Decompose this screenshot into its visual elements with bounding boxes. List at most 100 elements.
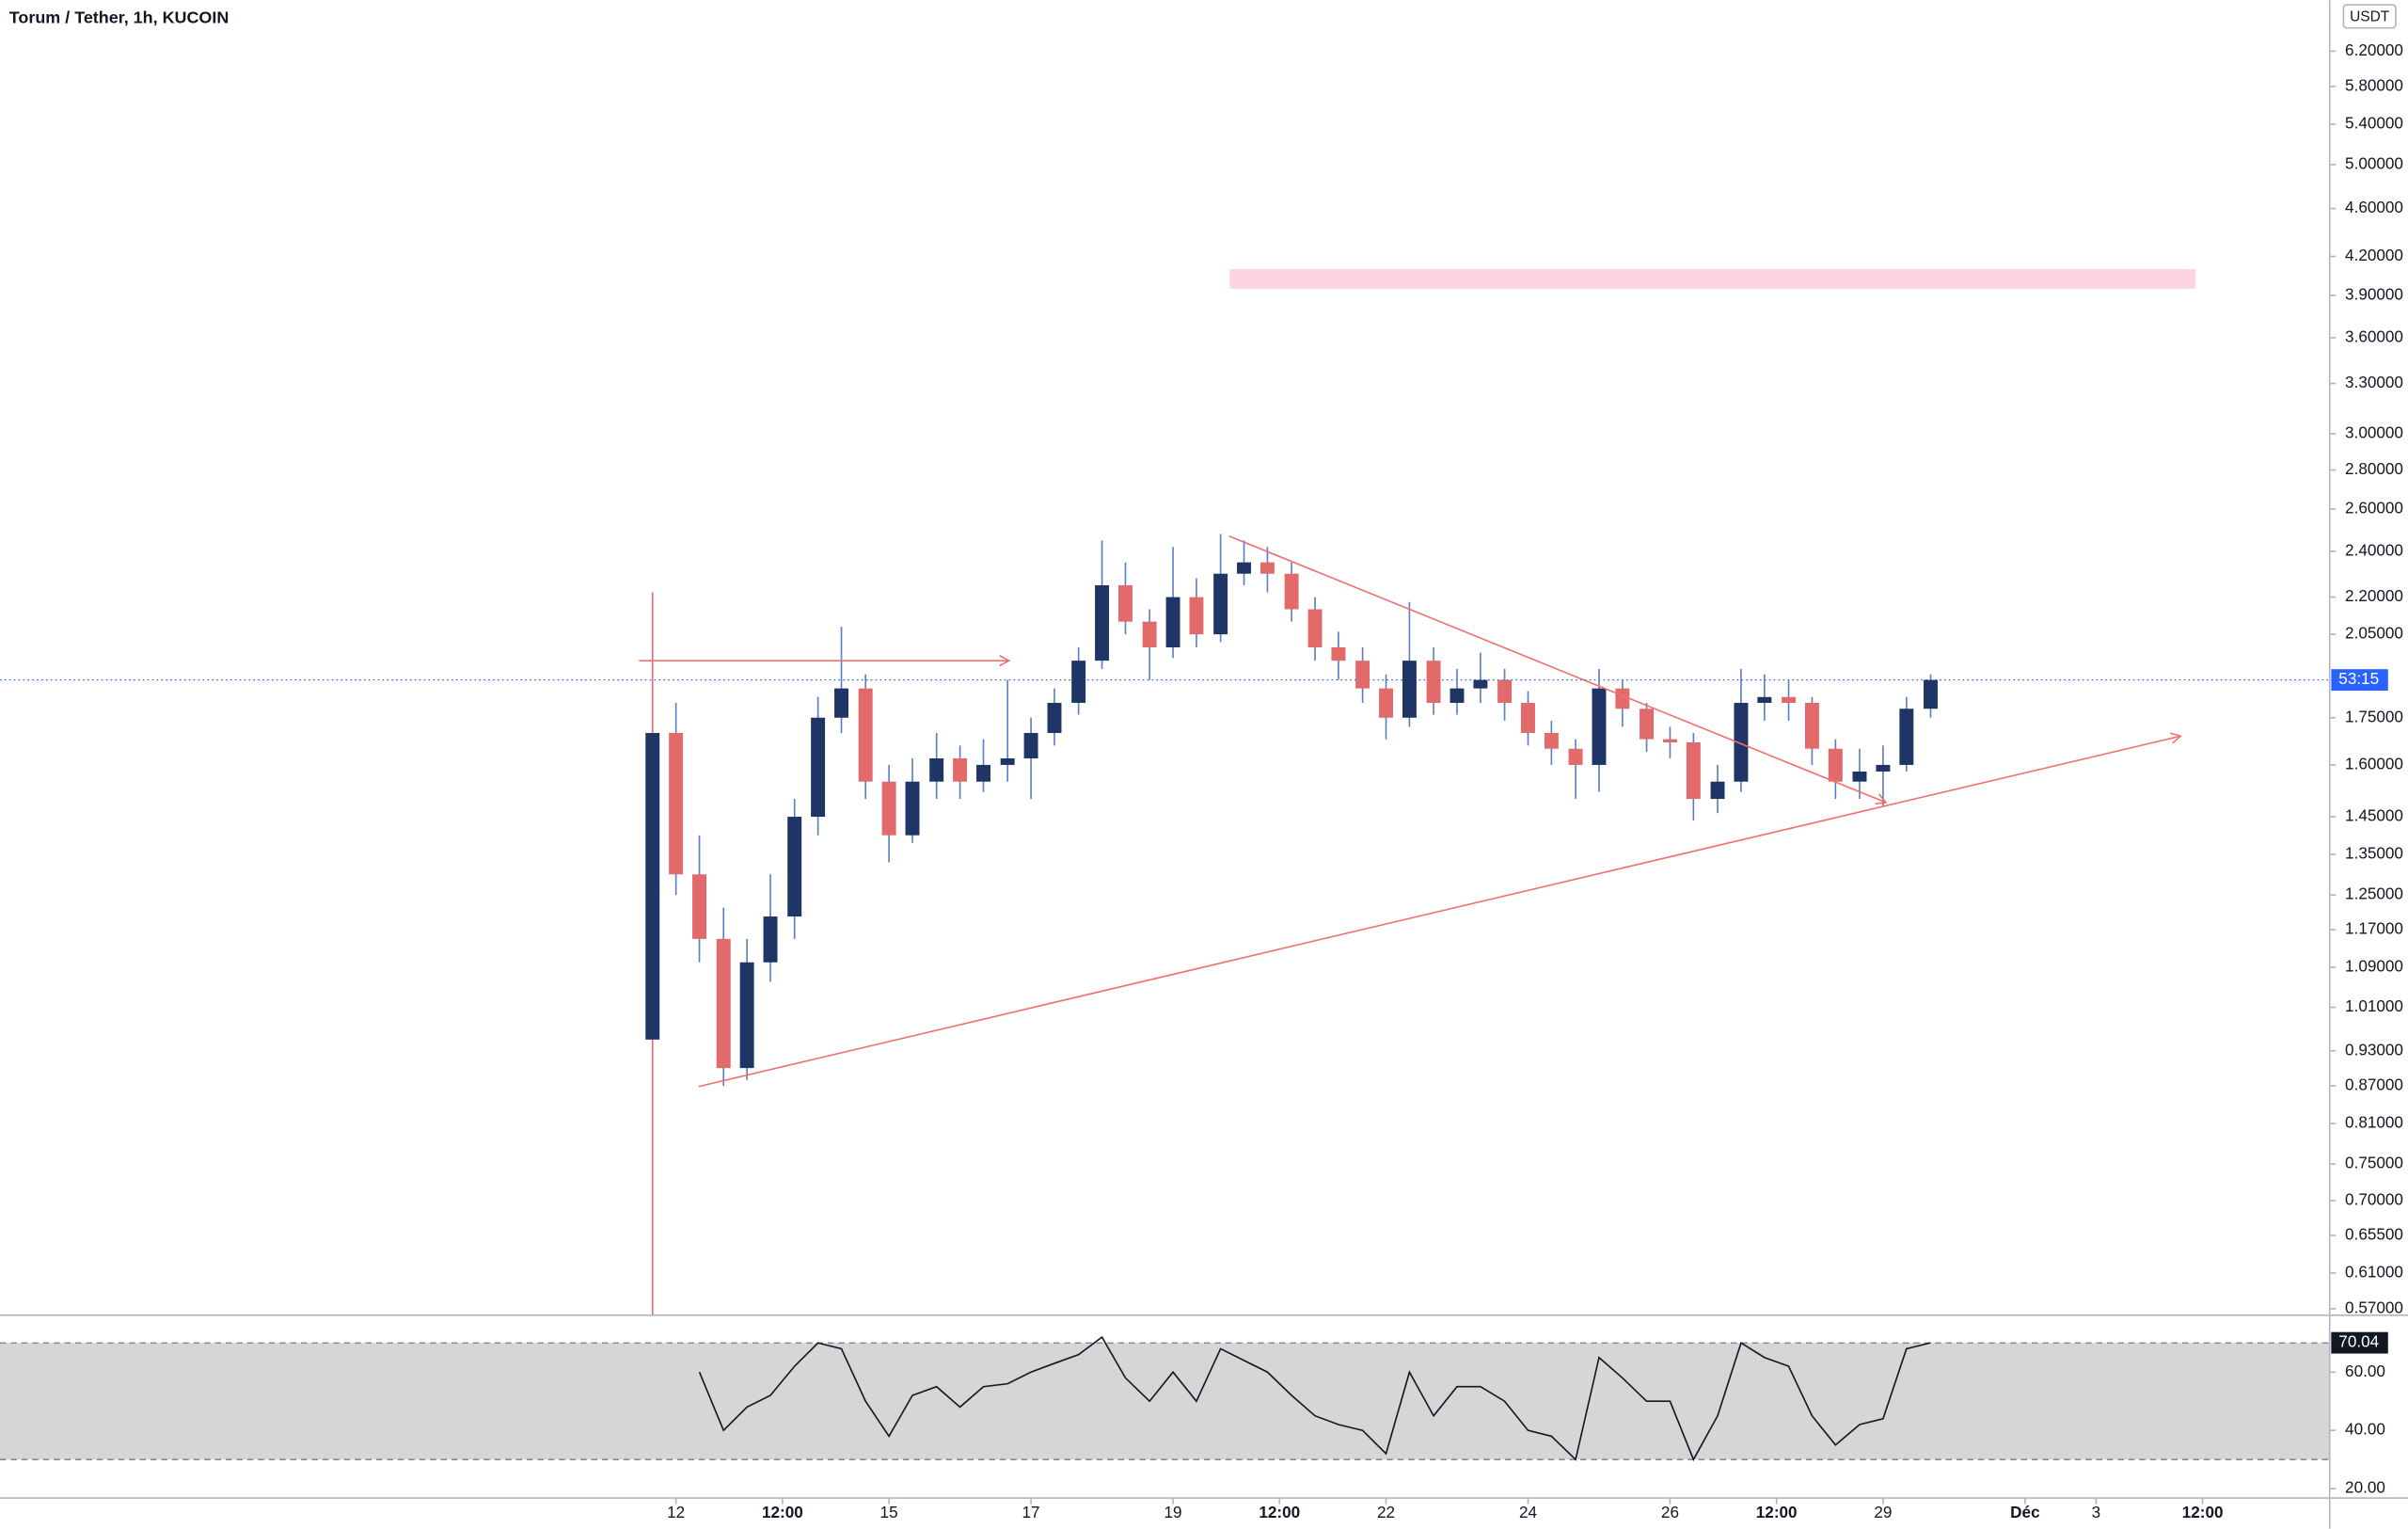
rsi-tick-label: 40.00: [2345, 1420, 2385, 1439]
candle-body: [1544, 732, 1559, 749]
candle-body: [739, 962, 754, 1069]
x-tick-label: 29: [1874, 1503, 1892, 1521]
countdown-label: 53:15: [2338, 669, 2379, 688]
price-pane: [0, 269, 2330, 1315]
y-tick-label: 2.05000: [2345, 624, 2403, 643]
y-tick-label: 5.00000: [2345, 153, 2403, 172]
y-tick-label: 5.80000: [2345, 75, 2403, 94]
candle-body: [834, 688, 848, 718]
unit-box: [2342, 4, 2397, 29]
candle-body: [1757, 696, 1772, 703]
y-tick-label: 0.57000: [2345, 1298, 2403, 1316]
x-tick-label: 15: [880, 1503, 898, 1521]
x-tick-label: 12: [667, 1503, 685, 1521]
candle-body: [1402, 661, 1417, 718]
y-tick-label: 4.60000: [2345, 198, 2403, 216]
candle-body: [1355, 661, 1370, 689]
y-tick-label: 3.90000: [2345, 285, 2403, 304]
candle-body: [692, 874, 707, 939]
arrow-head: [2169, 732, 2182, 744]
candle-body: [1734, 702, 1749, 782]
y-tick-label: 1.17000: [2345, 919, 2403, 938]
candle-body: [858, 688, 873, 782]
y-tick-label: 1.35000: [2345, 844, 2403, 863]
candle-body: [1095, 585, 1110, 661]
y-tick-label: 6.20000: [2345, 40, 2403, 59]
y-tick-label: 1.45000: [2345, 806, 2403, 825]
y-tick-label: 1.75000: [2345, 707, 2403, 725]
y-tick-label: 4.20000: [2345, 246, 2403, 264]
candle-body: [1450, 688, 1465, 703]
last-price-box: [2331, 669, 2388, 692]
candle-body: [1142, 621, 1157, 647]
y-tick-label: 0.61000: [2345, 1262, 2403, 1281]
candle-body: [716, 938, 731, 1069]
trend-line: [698, 735, 2181, 1088]
candle-body: [1804, 702, 1819, 749]
candle-body: [1568, 748, 1583, 765]
candle-body: [1615, 688, 1630, 709]
x-tick-label: 22: [1377, 1503, 1395, 1521]
y-tick-label: 0.81000: [2345, 1113, 2403, 1132]
candle-body: [1284, 573, 1299, 610]
arrow-head: [999, 654, 1011, 667]
candle-body: [1473, 679, 1488, 689]
candle-body: [1710, 781, 1725, 800]
rsi-band: [0, 1343, 2330, 1460]
candle-body: [1899, 709, 1914, 765]
y-tick-label: 1.01000: [2345, 996, 2403, 1015]
candle-body: [1876, 764, 1891, 772]
candle-body: [881, 781, 896, 836]
x-tick-label: 3: [2092, 1503, 2101, 1521]
unit-label: USDT: [2350, 8, 2390, 24]
candle-body: [1924, 679, 1938, 709]
x-tick-label: 19: [1164, 1503, 1182, 1521]
x-tick-label: 24: [1519, 1503, 1538, 1521]
y-tick-label: 1.25000: [2345, 884, 2403, 903]
candle-body: [1640, 709, 1655, 740]
candle-body: [1497, 679, 1513, 703]
y-tick-label: 3.30000: [2345, 373, 2403, 391]
candle-body: [1071, 661, 1086, 703]
y-tick-label: 1.09000: [2345, 956, 2403, 975]
candle-body: [787, 817, 802, 917]
x-tick-label: 12:00: [1756, 1503, 1798, 1521]
x-tick-label: 12:00: [1259, 1503, 1300, 1521]
y-tick-label: 5.40000: [2345, 113, 2403, 132]
y-tick-label: 2.80000: [2345, 459, 2403, 478]
candle-body: [1331, 646, 1346, 661]
x-tick-label: 12:00: [2182, 1503, 2224, 1521]
candle-body: [1686, 741, 1701, 800]
candle-body: [1782, 696, 1796, 703]
candle-body: [1213, 573, 1228, 635]
candle-body: [1379, 688, 1393, 718]
y-tick-label: 1.60000: [2345, 754, 2403, 772]
candle-body: [1852, 771, 1867, 782]
x-tick-label: 12:00: [762, 1503, 803, 1521]
candle-body: [1237, 562, 1252, 574]
y-tick-label: 2.20000: [2345, 586, 2403, 605]
candle-body: [1592, 688, 1607, 765]
candle-body: [905, 781, 920, 836]
candle-body: [1662, 739, 1677, 742]
y-tick-label: 0.70000: [2345, 1189, 2403, 1208]
rsi-pane: [0, 1335, 2330, 1462]
rsi-tick-label: 60.00: [2345, 1362, 2385, 1380]
rsi-value-box: [2331, 1331, 2388, 1354]
candle-body: [929, 757, 944, 782]
y-tick-label: 0.93000: [2345, 1040, 2403, 1059]
x-tick-label: 26: [1661, 1503, 1679, 1521]
rsi-value-label: 70.04: [2338, 1332, 2379, 1351]
candle-body: [1165, 597, 1180, 647]
candle-body: [1117, 585, 1133, 622]
arrow-head: [1875, 793, 1888, 804]
candle-body: [1307, 609, 1323, 647]
candle-body: [811, 717, 826, 818]
rsi-line: [698, 1335, 1931, 1462]
y-tick-label: 0.75000: [2345, 1154, 2403, 1172]
y-tick-label: 0.87000: [2345, 1075, 2403, 1094]
candle-body: [976, 764, 990, 782]
trend-line: [1228, 535, 1887, 804]
candle-body: [1023, 732, 1038, 758]
